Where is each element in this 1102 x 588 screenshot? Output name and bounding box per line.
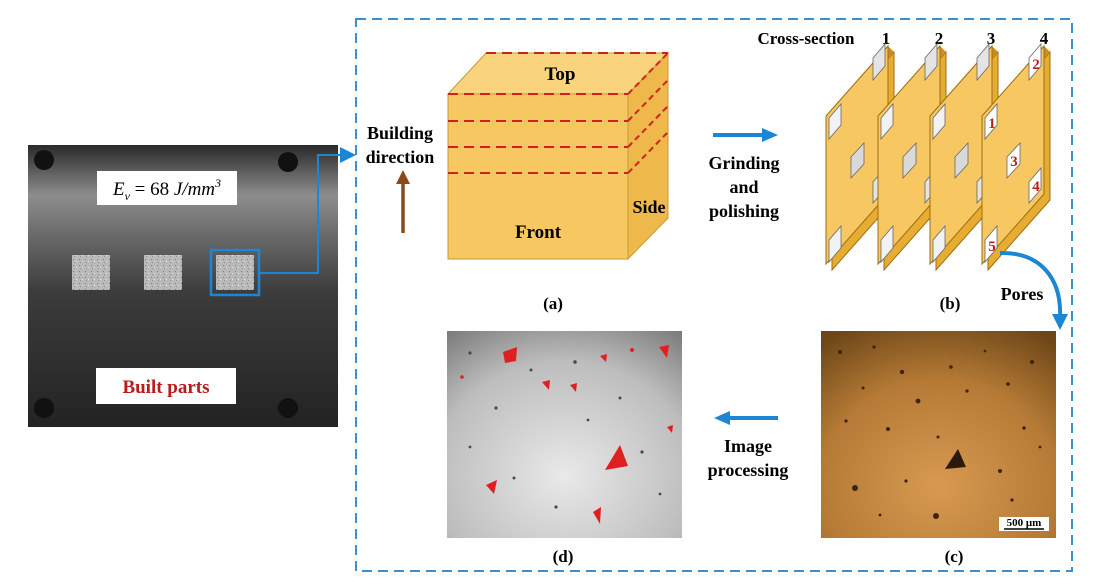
panel-b-caption: (b) bbox=[940, 294, 961, 313]
bolt-hole bbox=[278, 152, 298, 172]
cross-section-label: Cross-section bbox=[758, 29, 855, 48]
bolt-hole bbox=[34, 150, 54, 170]
grinding-label-line1: Grinding bbox=[708, 153, 779, 173]
grinding-label-line3: polishing bbox=[709, 201, 779, 221]
grey-pore-dots bbox=[468, 351, 662, 509]
large-pore bbox=[945, 449, 966, 469]
panel-c: 500 μm (c) bbox=[821, 331, 1056, 566]
block-front-label: Front bbox=[515, 222, 562, 243]
build-plate-photo: Ev = 68 J/mm3 Built parts bbox=[28, 145, 338, 427]
panel-a: Building direction Top Front Side (a) bbox=[366, 51, 670, 313]
sample-to-process-arrow bbox=[259, 147, 356, 274]
panel-a-caption: (a) bbox=[543, 294, 563, 313]
panel-c-caption: (c) bbox=[945, 547, 964, 566]
built-part-sample bbox=[216, 255, 254, 290]
position-number: 1 bbox=[988, 116, 996, 132]
building-direction-line1: Building bbox=[367, 123, 433, 143]
position-number: 3 bbox=[1010, 154, 1018, 170]
position-number: 5 bbox=[988, 239, 996, 255]
pore-dots bbox=[838, 345, 1042, 519]
energy-density-label: Ev = 68 J/mm3 bbox=[112, 176, 221, 203]
image-processing-step: Image processing bbox=[708, 411, 789, 480]
grinding-step: Grinding and polishing bbox=[708, 128, 780, 221]
position-number: 2 bbox=[1032, 57, 1040, 73]
image-processing-label-line1: Image bbox=[724, 436, 772, 456]
pores-arrow-head bbox=[1052, 314, 1068, 330]
pores-label: Pores bbox=[1001, 284, 1044, 304]
panel-d-caption: (d) bbox=[553, 547, 574, 566]
position-number: 4 bbox=[1032, 179, 1040, 195]
pores-arrow bbox=[999, 250, 1063, 319]
building-direction-line2: direction bbox=[366, 147, 435, 167]
section-number: 4 bbox=[1040, 29, 1049, 48]
panel-d: (d) bbox=[447, 331, 682, 566]
panel-b: Cross-section 1 2 3 4 bbox=[758, 29, 1051, 313]
built-part-sample bbox=[144, 255, 182, 290]
image-processing-arrow-head bbox=[714, 411, 730, 425]
processed-micrograph bbox=[447, 331, 682, 538]
bolt-hole bbox=[278, 398, 298, 418]
optical-micrograph bbox=[821, 331, 1056, 538]
highlighted-pores bbox=[460, 345, 673, 524]
built-part-sample bbox=[72, 255, 110, 290]
built-parts-box bbox=[96, 368, 236, 404]
section-number: 2 bbox=[935, 29, 944, 48]
building-direction-arrow-head bbox=[396, 170, 410, 184]
section-number: 1 bbox=[882, 29, 891, 48]
built-parts-label: Built parts bbox=[122, 377, 209, 398]
block-side-label: Side bbox=[632, 197, 665, 217]
image-processing-label-line2: processing bbox=[708, 460, 789, 480]
grinding-label-line2: and bbox=[729, 177, 758, 197]
bolt-hole bbox=[34, 398, 54, 418]
block-top-label: Top bbox=[545, 64, 576, 85]
scale-bar-box bbox=[999, 517, 1049, 531]
grinding-arrow-head bbox=[762, 128, 778, 142]
energy-density-box bbox=[97, 171, 237, 205]
cross-section-slice-4: 1 2 3 4 5 bbox=[981, 42, 1051, 272]
section-number: 3 bbox=[987, 29, 996, 48]
process-frame bbox=[355, 18, 1073, 572]
scale-bar-label: 500 μm bbox=[1007, 517, 1042, 529]
